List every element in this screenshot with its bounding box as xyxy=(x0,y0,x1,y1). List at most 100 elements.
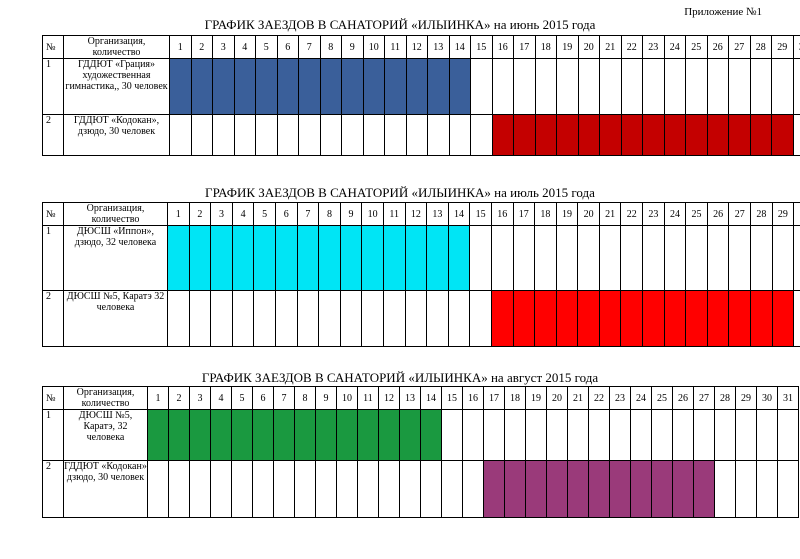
booked-day-cell xyxy=(483,460,505,518)
day-cell xyxy=(319,114,342,156)
booked-day-cell xyxy=(341,58,364,115)
day-cell xyxy=(470,58,493,115)
day-header: 28 xyxy=(714,386,736,410)
organization-cell: ДЮСШ «Иппон», дзюдо, 32 человека xyxy=(63,225,168,291)
booked-day-cell xyxy=(274,225,298,291)
booked-day-cell xyxy=(384,58,407,115)
day-cell xyxy=(777,460,799,518)
booked-day-cell xyxy=(749,114,772,156)
day-header: 4 xyxy=(210,386,232,410)
day-cell xyxy=(642,225,665,291)
day-cell xyxy=(534,58,557,115)
day-cell xyxy=(462,460,484,518)
booked-day-cell xyxy=(426,225,449,291)
booked-day-cell xyxy=(750,290,773,347)
header-number: № xyxy=(42,35,64,59)
day-header: 5 xyxy=(231,386,253,410)
row-number: 2 xyxy=(42,290,64,347)
booked-day-cell xyxy=(273,409,295,461)
day-cell xyxy=(620,58,643,115)
booked-day-cell xyxy=(318,225,341,291)
day-cell xyxy=(231,460,253,518)
booked-day-cell xyxy=(620,290,644,347)
day-cell xyxy=(490,225,514,291)
day-cell xyxy=(382,290,406,347)
day-cell xyxy=(448,114,471,156)
day-cell xyxy=(294,460,316,518)
day-header: 1 xyxy=(169,35,192,59)
booked-day-cell xyxy=(534,114,557,156)
day-header: 13 xyxy=(427,35,450,59)
schedule-table-june: № Организация, количество 1 2 3 4 5 6 7 8 9 10 11 12 1… xyxy=(42,35,800,156)
day-cell xyxy=(296,290,320,347)
organization-cell: ГДДЮТ «Грация» художественная гимнастика… xyxy=(63,58,170,115)
day-header: 5 xyxy=(255,35,278,59)
day-cell xyxy=(609,409,631,461)
day-cell xyxy=(210,290,233,347)
day-header: 2 xyxy=(188,202,212,226)
booked-day-cell xyxy=(339,225,363,291)
booked-day-cell xyxy=(231,409,253,461)
day-cell xyxy=(728,58,751,115)
booked-day-cell xyxy=(598,290,622,347)
day-header: 29 xyxy=(735,386,757,410)
day-cell xyxy=(693,409,715,461)
day-cell xyxy=(405,114,428,156)
day-header: 24 xyxy=(663,202,687,226)
day-header: 22 xyxy=(620,35,643,59)
day-header: 31 xyxy=(777,386,799,410)
day-header: 3 xyxy=(212,35,235,59)
booked-day-cell xyxy=(447,225,471,291)
booked-day-cell xyxy=(378,409,400,461)
day-header: 27 xyxy=(728,35,751,59)
day-header: 28 xyxy=(749,35,772,59)
booked-day-cell xyxy=(663,290,687,347)
day-header: 16 xyxy=(462,386,484,410)
day-cell xyxy=(793,290,800,347)
day-cell xyxy=(567,409,589,461)
day-header: 2 xyxy=(168,386,190,410)
day-header: 17 xyxy=(513,35,536,59)
row-number: 1 xyxy=(42,409,64,461)
booked-day-cell xyxy=(556,114,579,156)
booked-day-cell xyxy=(276,58,299,115)
booked-day-cell xyxy=(420,409,442,461)
booked-day-cell xyxy=(651,460,673,518)
day-header: 3 xyxy=(189,386,211,410)
day-header: 21 xyxy=(567,386,589,410)
day-header: 25 xyxy=(685,202,708,226)
day-header: 26 xyxy=(706,202,730,226)
day-header: 21 xyxy=(599,35,622,59)
day-header: 30 xyxy=(793,202,800,226)
day-header: 20 xyxy=(577,35,600,59)
booked-day-cell xyxy=(771,290,795,347)
booked-day-cell xyxy=(190,58,213,115)
day-header: 7 xyxy=(298,35,321,59)
organization-cell: ГДДЮТ «Кодокан», дзюдо, 30 человек xyxy=(63,114,170,156)
day-header: 16 xyxy=(490,202,514,226)
day-header: 7 xyxy=(273,386,295,410)
header-organization: Организация, количество xyxy=(63,386,148,410)
day-cell xyxy=(792,114,800,156)
day-header: 11 xyxy=(382,202,406,226)
booked-day-cell xyxy=(210,409,232,461)
day-cell xyxy=(274,290,298,347)
schedule-title-august: ГРАФИК ЗАЕЗДОВ В САНАТОРИЙ «ИЛЫИНКА» на … xyxy=(201,370,599,385)
day-cell xyxy=(749,58,772,115)
day-header: 29 xyxy=(771,202,795,226)
day-header: 23 xyxy=(609,386,631,410)
day-cell xyxy=(441,460,463,518)
header-organization: Организация, количество xyxy=(63,35,170,59)
header-number: № xyxy=(42,386,64,410)
booked-day-cell xyxy=(642,114,665,156)
day-cell xyxy=(620,225,644,291)
day-header: 6 xyxy=(276,35,299,59)
booked-day-cell xyxy=(599,114,622,156)
day-cell xyxy=(470,114,493,156)
day-header: 10 xyxy=(336,386,358,410)
booked-day-cell xyxy=(382,225,406,291)
day-header: 26 xyxy=(706,35,729,59)
day-header: 25 xyxy=(651,386,673,410)
booked-day-cell xyxy=(399,409,421,461)
day-cell xyxy=(252,460,274,518)
